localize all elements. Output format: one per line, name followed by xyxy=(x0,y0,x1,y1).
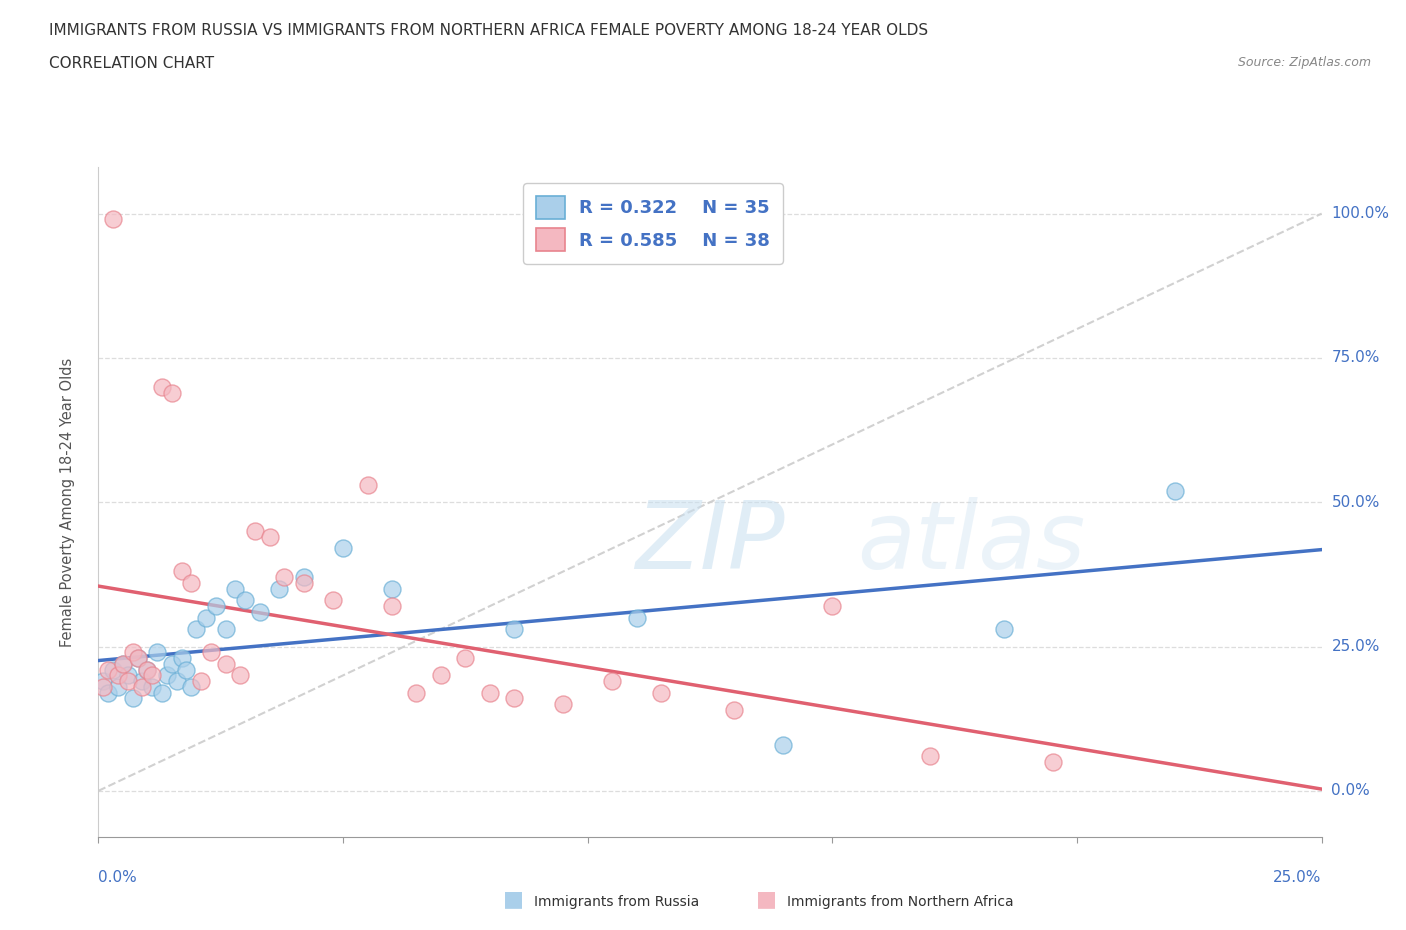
Point xyxy=(180,576,202,591)
Point xyxy=(626,610,648,625)
Point xyxy=(121,691,143,706)
Point xyxy=(381,599,404,614)
Point xyxy=(821,599,844,614)
Point xyxy=(101,662,124,677)
Point xyxy=(176,662,198,677)
Point xyxy=(141,668,163,683)
Point xyxy=(156,668,179,683)
Point xyxy=(224,581,246,596)
Text: 100.0%: 100.0% xyxy=(1331,206,1389,221)
Legend: R = 0.322    N = 35, R = 0.585    N = 38: R = 0.322 N = 35, R = 0.585 N = 38 xyxy=(523,183,783,264)
Point xyxy=(141,680,163,695)
Point xyxy=(405,685,427,700)
Text: Immigrants from Russia: Immigrants from Russia xyxy=(534,895,700,910)
Point xyxy=(332,541,354,556)
Point xyxy=(723,702,745,717)
Text: Immigrants from Northern Africa: Immigrants from Northern Africa xyxy=(787,895,1014,910)
Point xyxy=(430,668,453,683)
Text: Source: ZipAtlas.com: Source: ZipAtlas.com xyxy=(1237,56,1371,69)
Text: 25.0%: 25.0% xyxy=(1331,639,1379,654)
Point xyxy=(503,622,526,637)
Point xyxy=(107,668,129,683)
Point xyxy=(478,685,501,700)
Point xyxy=(91,680,114,695)
Text: 25.0%: 25.0% xyxy=(1274,870,1322,884)
Point xyxy=(97,662,120,677)
Point xyxy=(111,657,134,671)
Text: 75.0%: 75.0% xyxy=(1331,351,1379,365)
Point xyxy=(1042,754,1064,769)
Y-axis label: Female Poverty Among 18-24 Year Olds: Female Poverty Among 18-24 Year Olds xyxy=(60,357,75,647)
Text: ■: ■ xyxy=(756,889,776,910)
Point xyxy=(111,657,134,671)
Text: 50.0%: 50.0% xyxy=(1331,495,1379,510)
Point xyxy=(322,593,344,608)
Point xyxy=(200,644,222,659)
Point xyxy=(107,680,129,695)
Text: 0.0%: 0.0% xyxy=(98,870,138,884)
Point xyxy=(229,668,252,683)
Point xyxy=(205,599,228,614)
Point xyxy=(117,673,139,688)
Point xyxy=(131,680,153,695)
Point xyxy=(150,379,173,394)
Point xyxy=(136,662,159,677)
Point xyxy=(273,570,295,585)
Point xyxy=(381,581,404,596)
Point xyxy=(993,622,1015,637)
Point xyxy=(150,685,173,700)
Point xyxy=(195,610,218,625)
Point xyxy=(356,477,378,492)
Point xyxy=(920,749,942,764)
Point xyxy=(249,604,271,619)
Point xyxy=(91,673,114,688)
Point xyxy=(136,662,159,677)
Text: atlas: atlas xyxy=(856,497,1085,588)
Point xyxy=(1164,484,1187,498)
Point xyxy=(160,657,183,671)
Point xyxy=(553,697,575,711)
Point xyxy=(146,644,169,659)
Point xyxy=(243,524,266,538)
Point xyxy=(127,651,149,666)
Point xyxy=(772,737,794,752)
Point xyxy=(292,576,315,591)
Point xyxy=(269,581,291,596)
Point xyxy=(259,529,281,544)
Point xyxy=(190,673,212,688)
Point xyxy=(101,212,124,227)
Text: CORRELATION CHART: CORRELATION CHART xyxy=(49,56,214,71)
Point xyxy=(180,680,202,695)
Point xyxy=(166,673,188,688)
Point xyxy=(214,622,236,637)
Point xyxy=(170,651,193,666)
Point xyxy=(503,691,526,706)
Point xyxy=(97,685,120,700)
Text: ■: ■ xyxy=(503,889,523,910)
Point xyxy=(214,657,236,671)
Point xyxy=(160,385,183,400)
Point xyxy=(292,570,315,585)
Point xyxy=(121,644,143,659)
Point xyxy=(454,651,477,666)
Text: IMMIGRANTS FROM RUSSIA VS IMMIGRANTS FROM NORTHERN AFRICA FEMALE POVERTY AMONG 1: IMMIGRANTS FROM RUSSIA VS IMMIGRANTS FRO… xyxy=(49,23,928,38)
Text: 0.0%: 0.0% xyxy=(1331,783,1371,798)
Point xyxy=(170,564,193,578)
Point xyxy=(650,685,672,700)
Point xyxy=(186,622,208,637)
Point xyxy=(117,668,139,683)
Text: ZIP: ZIP xyxy=(636,497,785,588)
Point xyxy=(600,673,623,688)
Point xyxy=(131,673,153,688)
Point xyxy=(127,651,149,666)
Point xyxy=(233,593,256,608)
